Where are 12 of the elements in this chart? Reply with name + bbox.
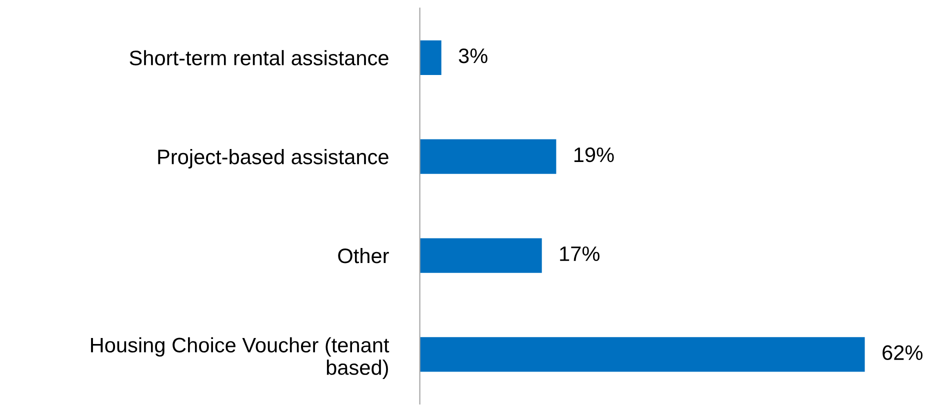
bar [420,40,442,75]
data-label: 3% [458,48,488,64]
y-tick-label: Housing Choice Voucher (tenant based) [91,337,390,380]
data-label: 17% [560,246,600,262]
y-tick-label: Project-based assistance [158,149,388,168]
data-label: 19% [574,147,614,162]
y-tick-label: Other [338,248,389,264]
bar [420,139,556,174]
data-label: 62% [882,345,922,360]
bar [420,238,542,273]
y-tick-label: Short-term rental assistance [130,50,388,66]
bar [420,337,865,372]
